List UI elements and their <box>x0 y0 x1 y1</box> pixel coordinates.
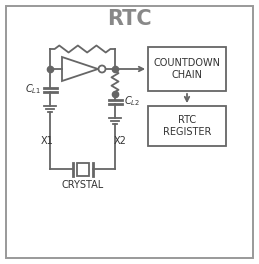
Text: RTC: RTC <box>178 115 196 125</box>
Text: REGISTER: REGISTER <box>163 127 211 137</box>
Text: RTC: RTC <box>107 9 151 29</box>
Bar <box>76 163 89 176</box>
Bar <box>148 47 226 91</box>
Bar <box>148 106 226 146</box>
Text: CHAIN: CHAIN <box>171 70 203 80</box>
Text: $C_{L2}$: $C_{L2}$ <box>124 94 140 108</box>
Text: $C_{L1}$: $C_{L1}$ <box>25 82 41 96</box>
Text: X1: X1 <box>41 136 53 146</box>
Text: X2: X2 <box>113 136 126 146</box>
Text: CRYSTAL: CRYSTAL <box>61 181 104 191</box>
Text: COUNTDOWN: COUNTDOWN <box>154 58 220 68</box>
